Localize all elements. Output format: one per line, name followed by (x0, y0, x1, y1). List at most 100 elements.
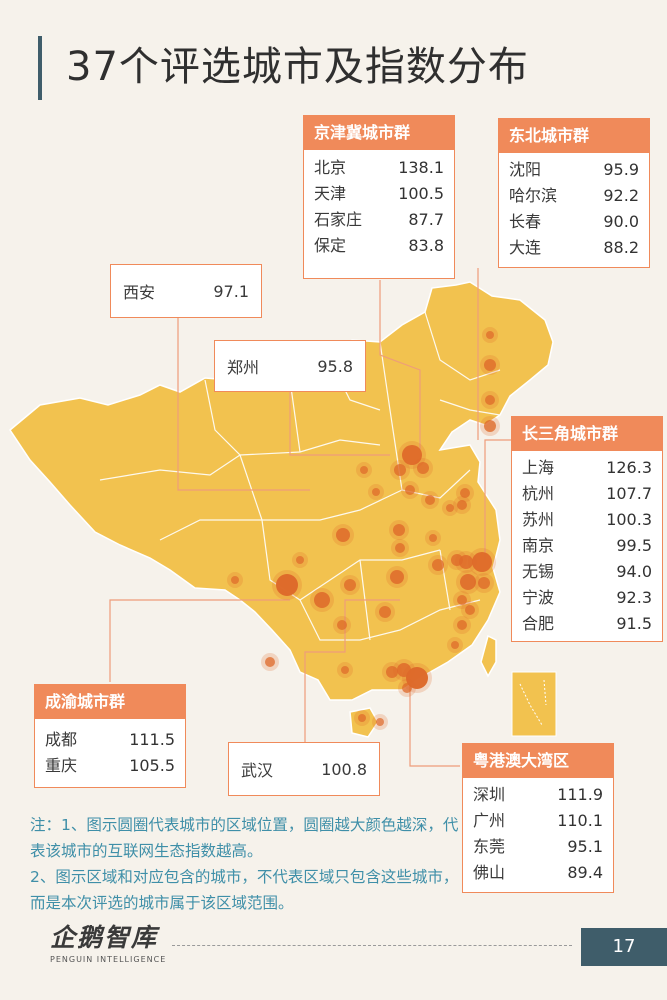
city-value: 88.2 (603, 238, 639, 257)
footnote: 注：1、图示圆圈代表城市的区域位置，圆圈越大颜色越深，代表该城市的互联网生态指数… (30, 812, 460, 916)
city-row: 杭州 107.7 (512, 481, 662, 507)
city-dot (341, 666, 349, 674)
city-dot (386, 666, 398, 678)
city-dot (379, 606, 391, 618)
city-dot (395, 543, 405, 553)
city-dot (394, 464, 406, 476)
city-name: 深圳 (473, 785, 506, 804)
city-row: 广州 110.1 (463, 808, 613, 834)
city-dot (344, 579, 356, 591)
city-value: 95.9 (603, 160, 639, 179)
city-name: 天津 (314, 184, 347, 203)
city-dot (296, 556, 304, 564)
city-value: 95.1 (567, 837, 603, 856)
city-name: 长春 (509, 212, 542, 231)
city-row: 无锡 94.0 (512, 559, 662, 585)
panel-yuegangao-title: 粤港澳大湾区 (463, 744, 613, 778)
city-name: 保定 (314, 236, 347, 255)
city-name: 石家庄 (314, 210, 363, 229)
city-row: 南京 99.5 (512, 533, 662, 559)
city-dot (451, 641, 459, 649)
city-value: 89.4 (567, 863, 603, 882)
city-name: 苏州 (522, 510, 555, 529)
province-borders (99, 311, 501, 641)
city-row: 东莞 95.1 (463, 834, 613, 860)
panel-jingjinji-title: 京津冀城市群 (304, 116, 454, 150)
city-name: 武汉 (241, 761, 274, 780)
city-name: 沈阳 (509, 160, 542, 179)
city-row: 天津 100.5 (304, 181, 454, 207)
city-dot (472, 552, 492, 572)
city-value: 91.5 (616, 614, 652, 633)
city-dot (446, 504, 454, 512)
panel-zhengzhou: 郑州 95.8 (214, 340, 366, 392)
city-name: 无锡 (522, 562, 555, 581)
city-value: 97.1 (213, 281, 249, 301)
panel-chengyu: 成渝城市群 成都 111.5 重庆 105.5 (34, 684, 186, 788)
city-dot (336, 528, 350, 542)
city-row: 石家庄 87.7 (304, 207, 454, 233)
city-dot (358, 714, 366, 722)
title-accent-bar (38, 36, 42, 100)
city-name: 上海 (522, 458, 555, 477)
panel-jingjinji: 京津冀城市群 北京 138.1 天津 100.5 石家庄 87.7 保定 83.8 (303, 115, 455, 279)
city-row: 重庆 105.5 (35, 753, 185, 779)
city-value: 83.8 (408, 236, 444, 255)
city-name: 成都 (45, 730, 78, 749)
footnote-line-1: 注：1、图示圆圈代表城市的区域位置，圆圈越大颜色越深，代表该城市的互联网生态指数… (30, 816, 459, 860)
city-dot (457, 500, 467, 510)
city-row: 长春 90.0 (499, 209, 649, 235)
leader-lines (109, 268, 512, 767)
city-row: 上海 126.3 (512, 455, 662, 481)
city-value: 138.1 (398, 158, 444, 177)
city-dot (485, 395, 495, 405)
city-value: 95.8 (317, 356, 353, 376)
city-name: 合肥 (522, 614, 555, 633)
leader-jingjinji (379, 280, 421, 450)
city-row: 苏州 100.3 (512, 507, 662, 533)
city-value: 105.5 (129, 756, 175, 775)
city-dot (372, 488, 380, 496)
inset-south-china-sea (511, 671, 557, 737)
panel-dongbei-title: 东北城市群 (499, 119, 649, 153)
city-dot (417, 462, 429, 474)
leader-wuhan (304, 599, 400, 742)
city-dot (486, 331, 494, 339)
city-dot (406, 667, 428, 689)
city-value: 92.2 (603, 186, 639, 205)
city-row: 大连 88.2 (499, 235, 649, 261)
city-value: 92.3 (616, 588, 652, 607)
city-name: 南京 (522, 536, 555, 555)
city-name: 宁波 (522, 588, 555, 607)
leader-xian (177, 318, 310, 491)
city-value: 90.0 (603, 212, 639, 231)
leader-yuegangao (409, 680, 460, 767)
city-value: 100.8 (321, 759, 367, 779)
city-name: 杭州 (522, 484, 555, 503)
city-value: 94.0 (616, 562, 652, 581)
city-name: 郑州 (227, 358, 260, 377)
city-dot (393, 524, 405, 536)
panel-wuhan: 武汉 100.8 (228, 742, 380, 796)
city-row: 哈尔滨 92.2 (499, 183, 649, 209)
city-dot (390, 570, 404, 584)
city-value: 107.7 (606, 484, 652, 503)
panel-changsanjiao-title: 长三角城市群 (512, 417, 662, 451)
penguin-logo: 企鹅智库 PENGUIN INTELLIGENCE (50, 918, 165, 964)
panel-dongbei: 东北城市群 沈阳 95.9 哈尔滨 92.2 长春 90.0 大连 88.2 (498, 118, 650, 268)
city-dot (459, 555, 473, 569)
city-value: 111.5 (129, 730, 175, 749)
city-dot (402, 683, 412, 693)
footer-divider (172, 945, 572, 946)
city-row: 合肥 91.5 (512, 611, 662, 637)
city-dot (429, 534, 437, 542)
city-name: 大连 (509, 238, 542, 257)
city-row: 宁波 92.3 (512, 585, 662, 611)
city-value: 111.9 (557, 785, 603, 804)
hainan-island (349, 707, 379, 738)
city-dot (484, 420, 496, 432)
city-name: 广州 (473, 811, 506, 830)
city-dot (484, 359, 496, 371)
city-value: 99.5 (616, 536, 652, 555)
